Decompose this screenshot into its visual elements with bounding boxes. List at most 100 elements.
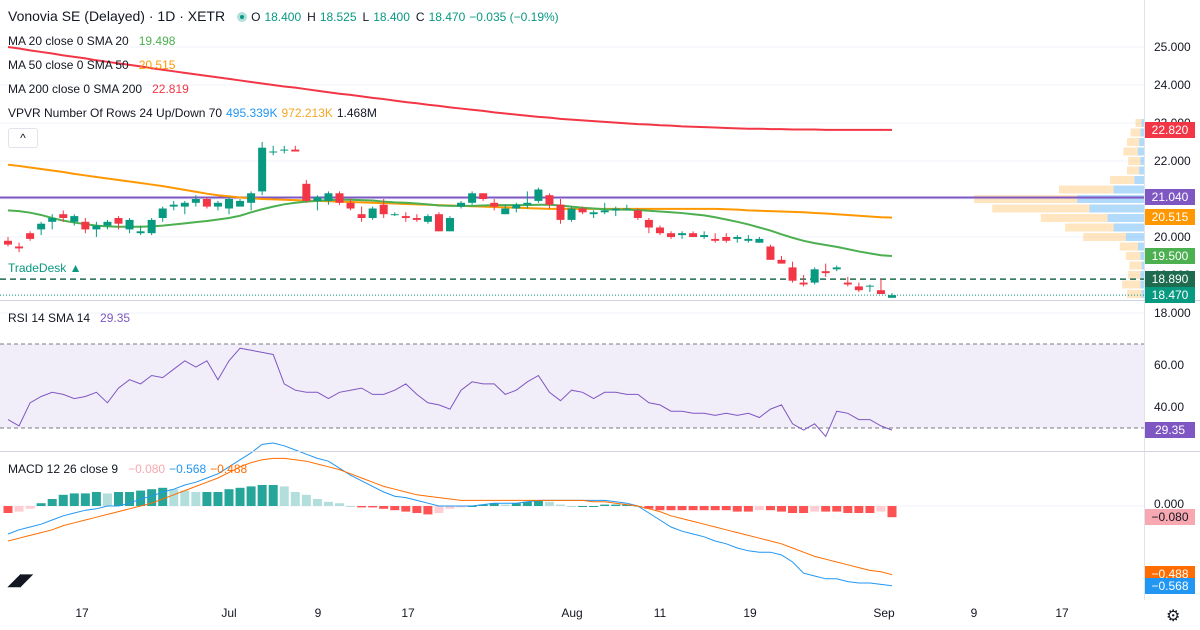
ohlc-change: −0.035 (−0.19%) — [469, 10, 559, 24]
macd-histogram-bar — [346, 506, 356, 507]
macd-histogram-bar — [25, 506, 35, 509]
candle-body — [523, 202, 532, 205]
macd-histogram-bar — [213, 492, 223, 506]
candle-body — [114, 218, 123, 224]
collapse-legend-button[interactable]: ^ — [8, 128, 38, 148]
ma50-label: MA 50 close 0 SMA 50 — [8, 58, 129, 72]
macd-histogram-bar — [799, 506, 809, 513]
rsi-band — [0, 344, 1144, 428]
candle-body — [236, 200, 245, 207]
vp-up-bar — [1113, 223, 1144, 232]
candle-body — [313, 197, 322, 201]
ma50-legend[interactable]: MA 50 close 0 SMA 50 20.515 — [8, 58, 179, 72]
candle-body — [191, 199, 200, 203]
macd-tag: −0.568 — [1145, 577, 1195, 594]
vp-up-bar — [1125, 233, 1144, 241]
macd-histogram-bar — [511, 503, 521, 506]
pane-separator-rsi[interactable] — [0, 300, 1200, 301]
macd-histogram-bar — [843, 506, 853, 513]
ma200-line — [7, 46, 892, 131]
macd-histogram-bar — [677, 506, 687, 511]
time-tick-label: Jul — [221, 606, 237, 620]
vp-up-bar — [1140, 271, 1144, 279]
symbol-legend: Vonovia SE (Delayed) · 1D · XETR O 18.400 H… — [8, 8, 563, 24]
macd-hist-value: −0.080 — [128, 462, 166, 476]
market-status-icon — [237, 12, 248, 23]
macd-histogram-bar — [556, 504, 565, 506]
macd-histogram-bar — [268, 485, 278, 506]
vp-down-bar — [1130, 128, 1141, 137]
candle-body — [158, 208, 167, 218]
vp-down-bar — [1059, 185, 1114, 194]
price-tag: 20.515 — [1145, 209, 1195, 226]
time-tick-label: 17 — [75, 606, 89, 620]
candle-body — [379, 204, 388, 215]
candle-body — [556, 204, 565, 220]
candle-body — [744, 238, 753, 241]
tradingview-logo[interactable]: ◢◤ — [8, 570, 42, 592]
macd-histogram-bar — [290, 492, 300, 506]
gear-icon[interactable]: ⚙ — [1166, 608, 1181, 625]
macd-histogram-bar — [3, 506, 13, 513]
price-tick-label: 18.000 — [1154, 306, 1191, 320]
macd-histogram-bar — [887, 506, 897, 518]
candle-body — [213, 202, 222, 207]
vp-up-bar — [1141, 261, 1144, 270]
price-tag: 18.470 — [1145, 287, 1195, 304]
vp-down-bar — [1083, 233, 1126, 241]
vp-down-bar — [1135, 119, 1142, 127]
vp-down-bar — [1128, 271, 1141, 279]
candle-body — [258, 147, 267, 192]
macd-histogram-bar — [279, 486, 289, 506]
macd-histogram-bar — [821, 506, 831, 512]
pane-separator-macd[interactable] — [0, 451, 1200, 452]
macd-histogram-bar — [114, 492, 123, 506]
macd-histogram-bar — [732, 506, 742, 512]
candle-body — [48, 218, 57, 222]
price-tag: 19.500 — [1145, 248, 1195, 264]
candle-body — [589, 212, 598, 215]
ma50-line — [7, 163, 893, 219]
macd-histogram-bar — [522, 501, 532, 506]
macd-line-value: −0.568 — [169, 462, 207, 476]
vpvr-legend[interactable]: VPVR Number Of Rows 24 Up/Down 70 495.339… — [8, 106, 381, 120]
candle-body — [854, 286, 863, 291]
candle-body — [600, 210, 609, 213]
candle-body — [390, 214, 399, 216]
time-tick-label: 17 — [1055, 606, 1069, 620]
rsi-legend[interactable]: RSI 14 SMA 14 29.35 — [8, 311, 134, 325]
macd-histogram-bar — [379, 506, 389, 509]
candle-body — [59, 214, 68, 218]
tradedesk-label[interactable]: TradeDesk ▲ — [8, 261, 82, 275]
macd-legend[interactable]: MACD 12 26 close 9 −0.080 −0.568 −0.488 — [8, 462, 251, 476]
candle-body — [180, 202, 189, 207]
candle-body — [136, 231, 145, 234]
vp-down-bar — [1127, 166, 1140, 175]
vp-up-bar — [1139, 138, 1144, 146]
macd-histogram-bar — [777, 506, 786, 512]
macd-histogram-bar — [323, 501, 333, 506]
candle-body — [269, 151, 278, 153]
macd-histogram-bar — [69, 493, 79, 506]
candle-body — [412, 218, 421, 220]
macd-histogram-bar — [445, 506, 455, 509]
macd-histogram-bar — [810, 506, 820, 512]
candle-body — [655, 227, 664, 234]
macd-histogram-bar — [743, 506, 753, 512]
candle-body — [169, 204, 178, 207]
symbol-title[interactable]: Vonovia SE (Delayed) · 1D · XETR — [8, 8, 226, 24]
vp-down-bar — [1125, 252, 1141, 260]
candle-body — [865, 285, 874, 287]
macd-histogram-bar — [655, 506, 665, 511]
vp-down-bar — [992, 204, 1090, 213]
ma20-legend[interactable]: MA 20 close 0 SMA 20 19.498 — [8, 34, 179, 48]
vp-up-bar — [1140, 157, 1144, 165]
candle-body — [357, 214, 366, 218]
ma200-legend[interactable]: MA 200 close 0 SMA 200 22.819 — [8, 82, 193, 96]
ohlc-open-label: O — [251, 10, 261, 24]
macd-histogram-bar — [765, 506, 775, 511]
candle-body — [479, 193, 488, 199]
macd-histogram-bar — [102, 493, 112, 506]
vp-up-bar — [1141, 290, 1144, 298]
